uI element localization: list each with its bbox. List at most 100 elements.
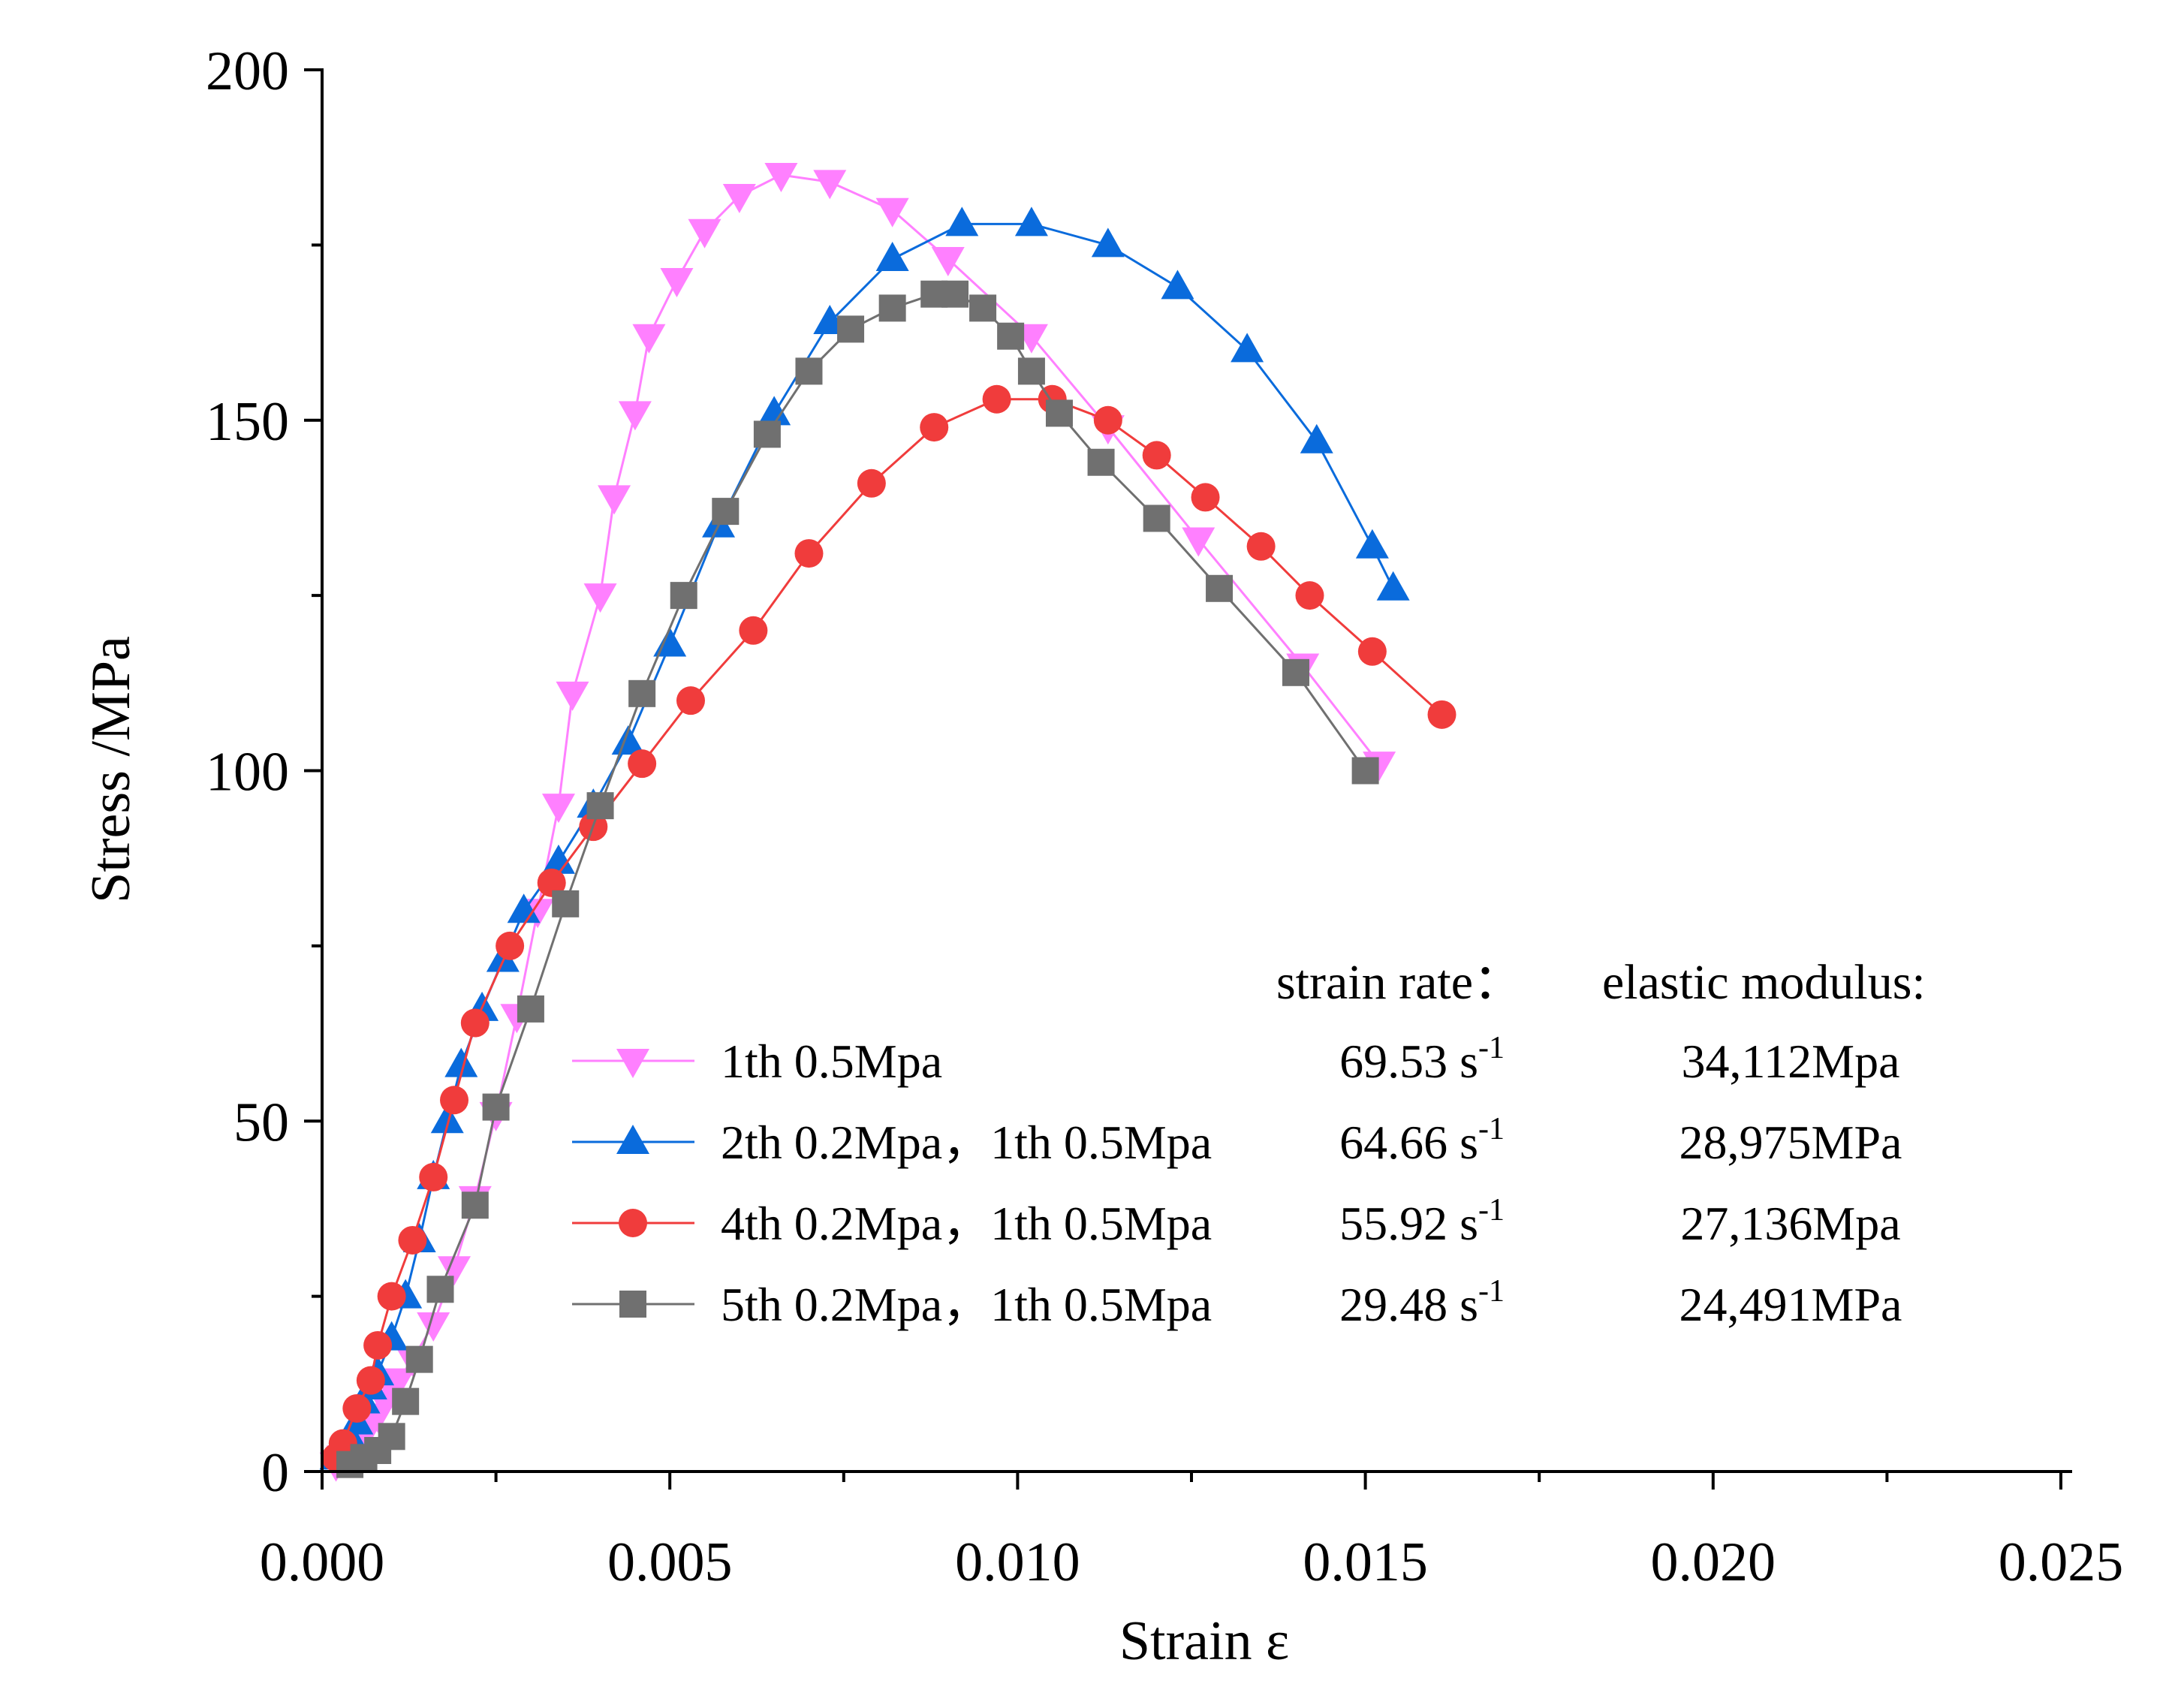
data-point xyxy=(1282,658,1309,686)
data-point xyxy=(1246,532,1276,561)
data-point xyxy=(482,1093,510,1121)
legend-entry: 2th 0.2Mpa，1th 0.5Mpa 64.66 s-1 28,975MPa xyxy=(572,1112,1902,1169)
data-point xyxy=(753,420,781,448)
x-tick-label: 0.000 xyxy=(260,1532,385,1593)
y-tick-label: 50 xyxy=(233,1092,289,1153)
data-point xyxy=(941,280,969,308)
strain-rate-value: 55.92 s-1 xyxy=(1339,1193,1505,1250)
data-point xyxy=(1045,399,1073,427)
y-tick-label: 200 xyxy=(206,41,289,102)
x-tick-label: 0.025 xyxy=(1999,1532,2124,1593)
data-point xyxy=(556,681,589,711)
data-point xyxy=(611,725,645,755)
data-point xyxy=(405,1345,433,1373)
strain-rate-number: 64.66 s xyxy=(1339,1116,1478,1169)
data-point xyxy=(537,868,566,897)
strain-rate-exponent: -1 xyxy=(1478,1274,1505,1309)
data-point xyxy=(739,616,768,645)
series-line xyxy=(335,398,1443,1458)
data-point xyxy=(628,679,656,707)
data-point xyxy=(430,1104,464,1134)
y-axis-label: Stress /MPa xyxy=(80,636,142,903)
strain-rate-value: 64.66 s-1 xyxy=(1339,1112,1505,1169)
data-point xyxy=(378,1423,405,1450)
data-point xyxy=(920,413,949,442)
legend-label: 1th 0.5Mpa xyxy=(721,1035,942,1088)
strain-rate-exponent: -1 xyxy=(1478,1112,1505,1146)
series-4 xyxy=(336,280,1379,1478)
series-line xyxy=(335,173,1381,1466)
data-point xyxy=(758,396,791,426)
data-point xyxy=(1376,571,1410,601)
legend-marker xyxy=(616,1125,649,1154)
axis-ticks: 0.000 0.005 0.010 0.015 0.020 0.025 0 50 100 150 2… xyxy=(206,41,2123,1593)
data-point xyxy=(1351,757,1379,785)
data-point xyxy=(1231,333,1264,363)
data-point xyxy=(583,583,617,613)
data-point xyxy=(837,315,865,343)
data-point xyxy=(997,322,1025,350)
data-point xyxy=(507,893,541,923)
data-point xyxy=(586,792,614,820)
data-point xyxy=(440,1086,469,1115)
data-point xyxy=(598,485,631,515)
data-point xyxy=(857,468,886,498)
data-point xyxy=(1357,637,1387,666)
data-point xyxy=(875,242,909,272)
data-point xyxy=(1142,441,1171,470)
data-point xyxy=(460,1008,490,1038)
data-point xyxy=(712,498,740,526)
data-point xyxy=(618,401,652,431)
y-tick-label: 0 xyxy=(261,1442,289,1504)
legend-entry: 4th 0.2Mpa，1th 0.5Mpa 55.92 s-1 27,136Mpa xyxy=(572,1193,1901,1250)
data-point xyxy=(417,1312,450,1342)
data-point xyxy=(342,1393,372,1423)
data-point xyxy=(541,844,575,874)
legend-marker xyxy=(619,1291,646,1318)
legend-entry: 1th 0.5Mpa 69.53 s-1 34,112Mpa xyxy=(572,1031,1899,1088)
series-3 xyxy=(321,384,1457,1472)
data-point xyxy=(1300,423,1333,453)
data-point xyxy=(444,1047,478,1077)
data-point xyxy=(676,686,705,715)
data-point xyxy=(1182,527,1216,557)
legend-label: 2th 0.2Mpa，1th 0.5Mpa xyxy=(721,1116,1212,1169)
strain-rate-header: strain rate： xyxy=(1276,955,1523,1010)
data-point xyxy=(795,357,823,385)
x-tick-label: 0.020 xyxy=(1651,1532,1776,1593)
legend-label: 5th 0.2Mpa，1th 0.5Mpa xyxy=(721,1278,1212,1331)
elastic-modulus-value: 24,491MPa xyxy=(1679,1278,1902,1331)
y-tick-label: 100 xyxy=(206,742,289,803)
data-point xyxy=(496,931,525,960)
data-point xyxy=(1295,581,1324,610)
data-point xyxy=(363,1330,393,1360)
legend-marker xyxy=(616,1049,649,1078)
data-point xyxy=(541,794,575,824)
data-point xyxy=(1161,270,1194,300)
data-point xyxy=(1017,357,1045,385)
x-tick-label: 0.005 xyxy=(607,1532,733,1593)
data-point xyxy=(1087,448,1115,476)
data-point xyxy=(356,1366,385,1395)
data-point xyxy=(1191,483,1220,512)
strain-rate-number: 29.48 s xyxy=(1339,1278,1478,1331)
strain-rate-number: 69.53 s xyxy=(1339,1035,1478,1088)
data-point xyxy=(653,627,687,657)
strain-rate-exponent: -1 xyxy=(1478,1031,1505,1065)
data-point xyxy=(1091,227,1125,258)
data-point xyxy=(398,1225,427,1255)
data-point xyxy=(461,1191,489,1219)
legend-entry: 5th 0.2Mpa，1th 0.5Mpa 29.48 s-1 24,491MPa xyxy=(572,1274,1902,1331)
data-point xyxy=(794,539,824,568)
data-point xyxy=(1355,529,1389,559)
data-point xyxy=(931,247,965,277)
data-point xyxy=(1093,405,1122,435)
x-tick-label: 0.010 xyxy=(955,1532,1080,1593)
data-point xyxy=(764,163,798,193)
data-point xyxy=(377,1282,406,1311)
data-point xyxy=(1143,505,1170,532)
data-point xyxy=(1427,700,1457,729)
strain-rate-value: 29.48 s-1 xyxy=(1339,1274,1505,1331)
